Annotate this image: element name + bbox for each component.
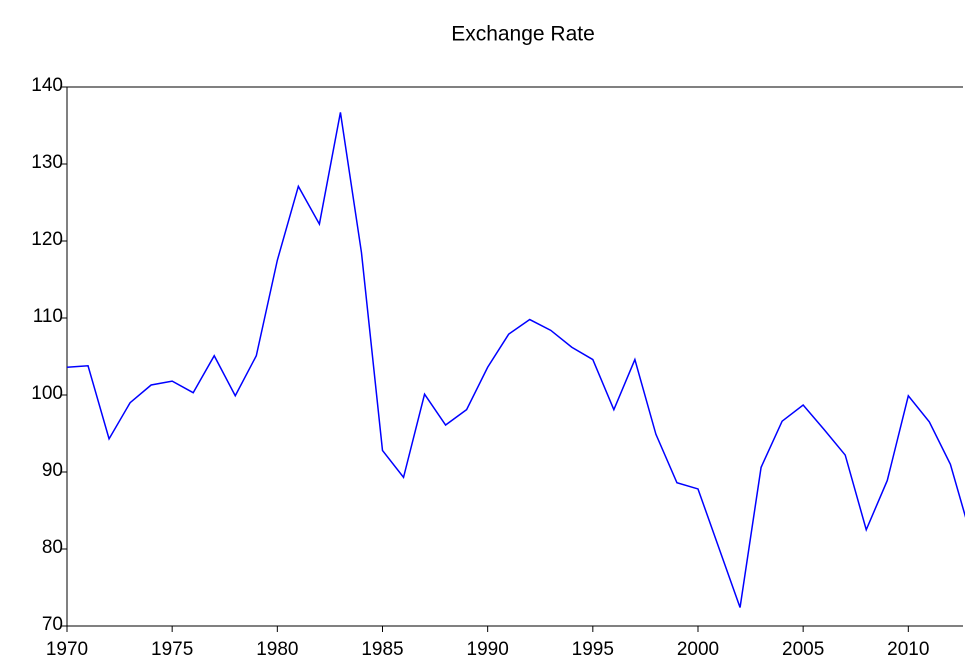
x-tick-label: 2005 (782, 639, 824, 660)
x-tick-label: 2000 (677, 639, 719, 660)
x-tick-label: 1970 (46, 639, 88, 660)
x-tick-label: 1990 (467, 639, 509, 660)
y-tick-label: 80 (42, 537, 63, 558)
plot-frame (66, 86, 963, 627)
y-tick-label: 130 (31, 152, 63, 173)
y-tick-label: 120 (31, 229, 63, 250)
data-line (67, 112, 965, 608)
chart-title: Exchange Rate (451, 23, 595, 46)
x-tick-label: 1985 (361, 639, 403, 660)
x-tick-label: 2010 (887, 639, 929, 660)
x-tick-label: 1995 (572, 639, 614, 660)
y-tick-label: 100 (31, 383, 63, 404)
y-tick-label: 90 (42, 460, 63, 481)
y-tick-label: 140 (31, 75, 63, 96)
y-tick-label: 110 (33, 306, 63, 327)
plot-area (67, 112, 965, 608)
x-tick-label: 1975 (151, 639, 193, 660)
y-tick-label: 70 (42, 614, 63, 635)
x-tick-label: 1980 (256, 639, 298, 660)
